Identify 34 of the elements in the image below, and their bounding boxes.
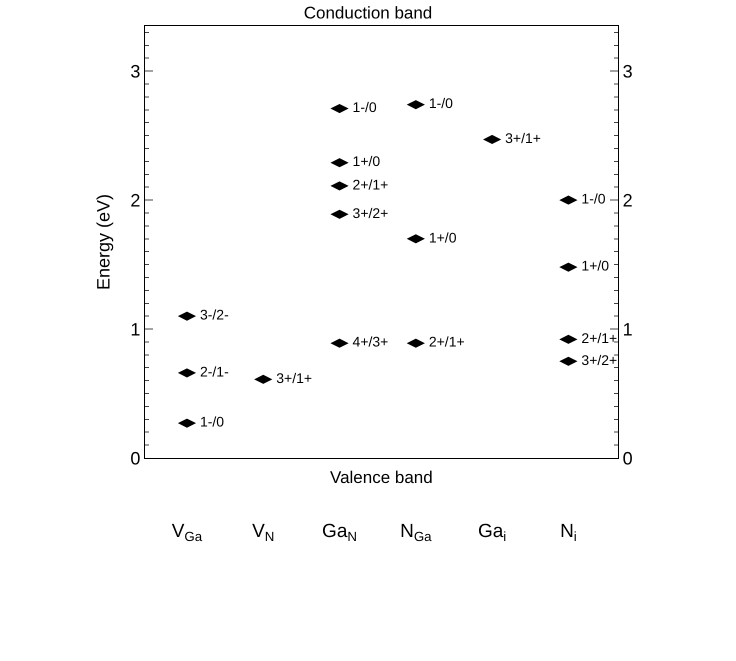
- data-label: 3+/2+: [578, 352, 618, 368]
- y-axis-title: Energy (eV): [94, 194, 114, 290]
- data-label: 1+/0: [424, 229, 457, 246]
- y-tick-label: 0: [130, 448, 140, 468]
- data-label: 1-/0: [348, 99, 377, 116]
- y-tick-label: 1: [130, 319, 140, 340]
- data-label: 2-/1-: [196, 363, 230, 380]
- data-label: 2+/1+: [348, 176, 388, 192]
- data-label: 1-/0: [196, 414, 224, 430]
- data-label: 1-/0: [578, 190, 606, 207]
- y-tick-label: 3: [130, 61, 140, 82]
- chart-title: Conduction band: [304, 4, 432, 23]
- data-label: 4+/3+: [348, 334, 388, 350]
- x-axis-title: Valence band: [330, 468, 433, 487]
- x-tick-label: Ga$_{i}$: [478, 520, 506, 544]
- data-label: 2+/1+: [424, 334, 465, 350]
- y2-tick-label: 0: [622, 448, 633, 468]
- data-label: 1+/0: [578, 258, 610, 274]
- x-tick-label: N$_{Ga}$: [400, 520, 432, 544]
- data-label: 3+/1+: [272, 370, 312, 386]
- y2-tick-label: 2: [622, 190, 633, 210]
- x-tick-label: Ga$_{N}$: [322, 520, 358, 544]
- x-tick-label: V$_{N}$: [252, 520, 274, 544]
- y2-tick-label: 1: [622, 319, 633, 340]
- x-tick-label: N$_{i}$: [560, 520, 577, 544]
- data-label: 3+/1+: [501, 130, 541, 146]
- data-label: 2+/1+: [578, 330, 618, 346]
- y2-tick-label: 3: [622, 61, 633, 82]
- y-tick-label: 2: [130, 190, 140, 210]
- data-label: 3-/2-: [196, 306, 230, 323]
- data-label: 3+/2+: [348, 204, 388, 221]
- x-tick-label: V$_{Ga}$: [172, 520, 203, 544]
- data-label: 1-/0: [424, 95, 454, 112]
- data-label: 1+/0: [348, 153, 380, 170]
